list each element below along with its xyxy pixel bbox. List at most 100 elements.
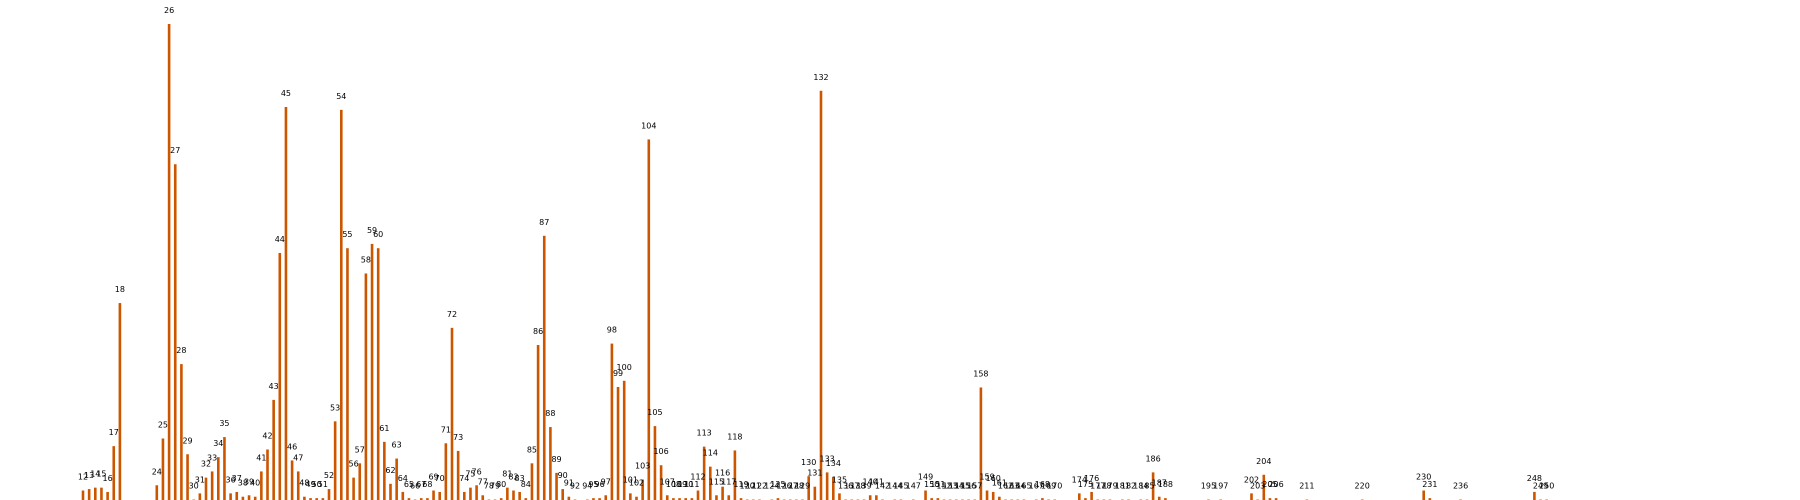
bar-113 <box>702 446 706 500</box>
bar-label-220: 220 <box>1355 482 1370 491</box>
bar-204 <box>1262 474 1266 500</box>
bar-label-83: 83 <box>515 474 525 483</box>
bar-176 <box>1090 491 1093 500</box>
bar-label-177: 177 <box>1090 482 1105 491</box>
bar-88 <box>549 427 552 500</box>
bar-label-163: 163 <box>1004 482 1019 491</box>
bar-69 <box>432 490 435 500</box>
bar-33 <box>210 471 214 500</box>
bar-119 <box>739 498 743 500</box>
bar-39 <box>247 495 251 500</box>
bar-80 <box>499 498 503 500</box>
bar-102 <box>635 496 638 500</box>
bar-label-60: 60 <box>373 230 383 239</box>
bar-label-96: 96 <box>595 480 605 489</box>
bar-label-188: 188 <box>1158 480 1173 489</box>
bar-label-37: 37 <box>232 474 242 483</box>
bar-74 <box>463 491 466 500</box>
bar-label-72: 72 <box>447 310 457 319</box>
bar-label-42: 42 <box>262 431 272 440</box>
bar-161 <box>998 496 1001 500</box>
bar-label-82: 82 <box>508 473 518 482</box>
bar-label-134: 134 <box>826 459 841 468</box>
bar-85 <box>530 463 534 500</box>
bar-64 <box>401 491 405 500</box>
bar-114 <box>709 466 712 500</box>
bar-label-70: 70 <box>435 474 445 483</box>
bar-label-184: 184 <box>1133 482 1148 491</box>
bar-117 <box>727 495 731 500</box>
bar-43 <box>272 399 275 500</box>
bar-label-12: 12 <box>78 473 88 482</box>
bar-130 <box>807 476 810 500</box>
bar-205 <box>1268 498 1272 500</box>
bar-47 <box>296 471 300 500</box>
bar-label-112: 112 <box>690 473 705 482</box>
bar-27 <box>173 164 177 500</box>
bar-label-92: 92 <box>570 482 580 491</box>
bar-58 <box>364 273 368 500</box>
bar-label-81: 81 <box>502 470 512 479</box>
bar-label-100: 100 <box>617 363 632 372</box>
bar-77 <box>481 495 485 500</box>
bar-label-53: 53 <box>330 403 340 412</box>
bar-label-164: 164 <box>1010 482 1025 491</box>
bar-label-55: 55 <box>342 230 352 239</box>
bar-31 <box>198 493 202 500</box>
bar-label-137: 137 <box>844 482 859 491</box>
bar-52 <box>327 489 331 500</box>
bar-label-147: 147 <box>906 482 921 491</box>
bar-label-87: 87 <box>539 218 549 227</box>
bar-label-127: 127 <box>783 482 798 491</box>
bar-label-18: 18 <box>115 285 125 294</box>
bar-label-195: 195 <box>1201 482 1216 491</box>
bar-label-248: 248 <box>1527 474 1542 483</box>
bar-label-77: 77 <box>478 477 488 486</box>
bar-label-54: 54 <box>336 92 346 101</box>
bar-98 <box>610 343 614 500</box>
bar-label-202: 202 <box>1244 475 1259 484</box>
bar-label-56: 56 <box>349 460 359 469</box>
bar-18 <box>118 303 122 500</box>
bar-label-62: 62 <box>385 466 395 475</box>
bar-81 <box>506 487 509 500</box>
bar-149 <box>924 490 927 500</box>
bar-label-32: 32 <box>201 460 211 469</box>
bar-54 <box>340 109 343 500</box>
bar-112 <box>696 490 700 500</box>
bar-133 <box>825 472 829 500</box>
bar-label-91: 91 <box>564 479 574 488</box>
bar-168 <box>1041 498 1044 500</box>
bar-62 <box>389 483 392 500</box>
bar-label-179: 179 <box>1102 482 1117 491</box>
bar-label-106: 106 <box>653 447 668 456</box>
bar-label-89: 89 <box>551 455 561 464</box>
bar-53 <box>333 421 337 500</box>
bar-132 <box>819 90 823 500</box>
bar-174 <box>1078 493 1081 500</box>
bar-label-154: 154 <box>949 482 964 491</box>
bar-label-165: 165 <box>1016 482 1031 491</box>
bar-label-98: 98 <box>607 326 617 335</box>
bar-32 <box>204 477 208 500</box>
bar-55 <box>346 248 349 500</box>
bar-label-144: 144 <box>887 482 902 491</box>
bar-label-140: 140 <box>863 477 878 486</box>
bar-label-162: 162 <box>998 482 1013 491</box>
bar-36 <box>229 493 232 500</box>
bar-label-128: 128 <box>789 482 804 491</box>
bar-label-187: 187 <box>1152 479 1167 488</box>
bar-99 <box>616 387 620 500</box>
bar-60 <box>376 248 380 500</box>
bar-42 <box>266 449 269 500</box>
bar-label-170: 170 <box>1047 482 1062 491</box>
bar-150 <box>930 498 933 500</box>
bar-label-102: 102 <box>629 479 644 488</box>
bar-75 <box>469 487 472 500</box>
bar-label-150: 150 <box>924 480 939 489</box>
bar-label-108: 108 <box>666 480 681 489</box>
bar-29 <box>186 454 189 500</box>
bar-37 <box>235 491 239 500</box>
bar-label-103: 103 <box>635 462 650 471</box>
